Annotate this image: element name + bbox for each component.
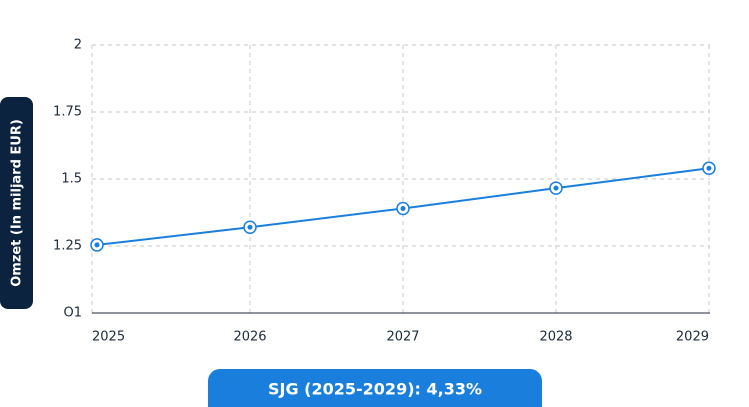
x-tick-label: 2027 xyxy=(386,330,419,345)
y-tick-label: 2 xyxy=(74,38,82,53)
x-tick-label: 2025 xyxy=(92,330,125,345)
y-tick-label: 1.5 xyxy=(61,172,82,187)
data-point-center xyxy=(247,224,253,230)
y-tick-label: 1.75 xyxy=(53,105,82,120)
annotation: SJG (2025-2029): 4,33% xyxy=(268,380,482,399)
y-axis-label: Omzet (In miljard EUR) xyxy=(10,119,25,287)
y-tick-label: 1.25 xyxy=(53,239,82,254)
data-point-center xyxy=(400,205,406,211)
x-tick-label: 2029 xyxy=(676,330,709,345)
data-point-center xyxy=(94,242,100,248)
x-tick-label: 2026 xyxy=(233,330,266,345)
x-tick-label: 2028 xyxy=(539,330,572,345)
y-tick-label: O1 xyxy=(63,306,82,321)
data-point-center xyxy=(706,165,712,171)
data-point-center xyxy=(553,185,559,191)
y-label-box xyxy=(0,97,33,309)
annotation-box xyxy=(208,369,542,407)
